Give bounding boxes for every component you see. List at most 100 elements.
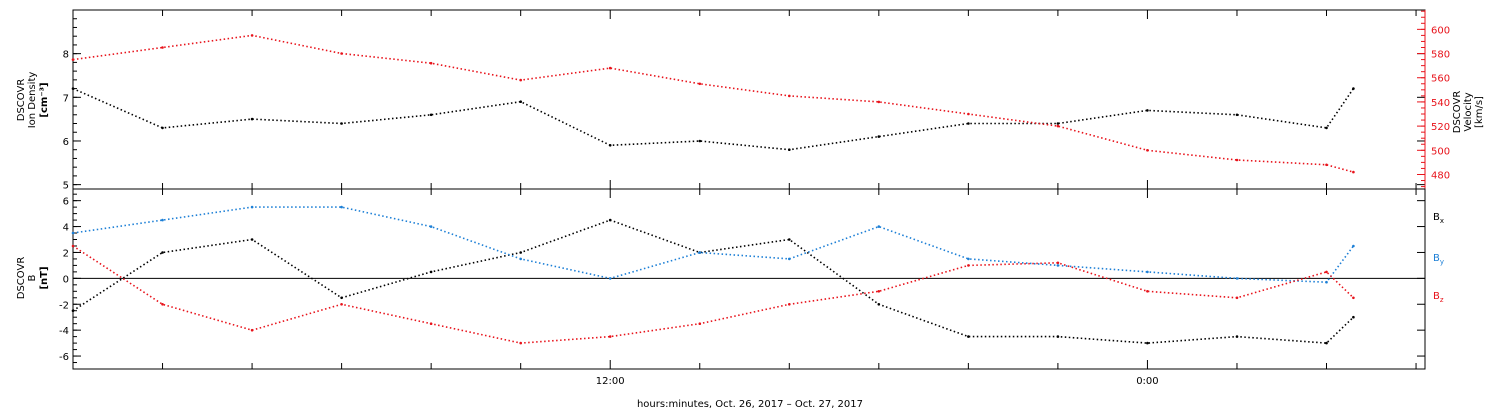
by-point <box>250 205 254 209</box>
density-point <box>250 117 254 121</box>
bx-point <box>1352 315 1355 319</box>
velocity-point <box>1056 124 1060 128</box>
field-tick-label: 4 <box>63 223 69 234</box>
time-tick-label: 0:00 <box>1136 376 1158 387</box>
density-point <box>698 139 702 143</box>
velocity-axis: 480 500 520 540 560 580 600 <box>1417 10 1450 189</box>
velocity-axis-label-line1: DSCOVR <box>1452 91 1463 134</box>
by-point <box>1235 277 1239 280</box>
bx-trace <box>72 219 1354 344</box>
bx-legend-subscript: x <box>1440 217 1444 225</box>
by-point <box>698 251 702 254</box>
density-point <box>1235 113 1239 117</box>
velocity-tick-label: 560 <box>1431 74 1450 85</box>
density-point <box>1146 109 1149 112</box>
field-axis: -6 -4 -2 0 2 4 6 <box>59 193 1425 370</box>
bx-point <box>608 218 612 222</box>
top-panel-series <box>71 34 1355 174</box>
bottom-panel-frame <box>72 188 1426 370</box>
velocity-point <box>1146 149 1149 152</box>
by-point <box>967 257 970 261</box>
density-point <box>788 148 791 151</box>
by-point <box>429 225 433 228</box>
time-tick-labels: 12:00 0:00 <box>596 376 1159 387</box>
by-point <box>1146 270 1149 274</box>
bz-legend-label: Bz <box>1433 291 1444 304</box>
bx-point <box>1235 335 1239 338</box>
field-axis-label-line1: DSCOVR <box>16 257 27 300</box>
density-axis-label-line1: DSCOVR <box>16 79 27 122</box>
velocity-point <box>698 82 702 86</box>
density-tick-label: 8 <box>63 50 69 61</box>
bz-point <box>877 290 881 293</box>
bz-point <box>519 341 522 345</box>
velocity-point <box>250 34 254 37</box>
bx-point <box>71 309 75 313</box>
bx-point <box>429 270 433 274</box>
field-tick-label: -4 <box>59 326 69 337</box>
bx-point <box>1325 341 1328 345</box>
velocity-point <box>340 52 343 55</box>
velocity-tick-label: 580 <box>1431 50 1450 61</box>
by-point <box>1352 244 1355 248</box>
velocity-point <box>608 66 612 70</box>
bz-point <box>71 244 75 248</box>
bottom-panel: -6 -4 -2 0 2 4 6 Bx By Bz DSCOVR B [nT] <box>16 188 1444 370</box>
top-panel-frame <box>72 9 1426 190</box>
density-tick-label: 5 <box>63 181 69 192</box>
velocity-trace <box>72 34 1354 173</box>
velocity-point <box>877 100 881 104</box>
bz-point <box>1056 261 1060 265</box>
velocity-tick-label: 520 <box>1431 122 1450 133</box>
by-point <box>71 231 75 235</box>
bz-point <box>1352 296 1355 300</box>
bx-point <box>1146 341 1149 345</box>
bz-point <box>1235 296 1239 300</box>
velocity-tick-label: 480 <box>1431 170 1450 181</box>
density-point <box>340 122 343 125</box>
bz-trace <box>72 245 1354 344</box>
density-point <box>967 122 970 125</box>
bz-point <box>1146 290 1149 293</box>
density-point <box>161 126 164 130</box>
bz-point <box>1325 270 1328 274</box>
velocity-point <box>788 94 791 98</box>
bottom-time-ticks <box>162 189 1417 369</box>
bx-point <box>967 335 970 338</box>
by-point <box>1325 280 1328 284</box>
field-tick-label: 6 <box>63 197 69 208</box>
field-tick-label: 2 <box>63 248 69 259</box>
bz-point <box>967 264 970 267</box>
bz-point <box>698 322 702 326</box>
velocity-point <box>429 61 433 65</box>
density-axis-label-units: [cm⁻³] <box>39 82 50 117</box>
top-panel: 5 6 7 8 480 500 520 540 560 580 600 DSCOVR Ion De… <box>16 9 1485 192</box>
bz-point <box>250 328 254 332</box>
density-point <box>1352 87 1355 90</box>
by-point <box>340 205 343 209</box>
velocity-axis-label-line2: Velocity <box>1463 92 1474 131</box>
density-point <box>429 113 433 117</box>
field-tick-label: -6 <box>59 352 69 363</box>
bz-point <box>788 303 791 306</box>
field-axis-label-units: [nT] <box>39 266 50 289</box>
by-point <box>877 225 881 228</box>
field-axis-label-line2: B <box>27 274 38 281</box>
velocity-point <box>1235 158 1239 162</box>
density-axis: 5 6 7 8 <box>63 9 1425 192</box>
velocity-point <box>1325 163 1328 167</box>
field-tick-label: -2 <box>59 300 69 311</box>
by-point <box>161 218 164 222</box>
bz-point <box>340 303 343 306</box>
by-trace <box>72 206 1355 284</box>
field-tick-label: 0 <box>63 274 69 285</box>
bz-point <box>161 303 164 306</box>
bz-legend-subscript: z <box>1440 296 1444 304</box>
velocity-axis-label-units: [km/s] <box>1474 96 1485 128</box>
by-point <box>1056 264 1060 267</box>
bx-point <box>161 251 164 254</box>
velocity-point <box>161 46 164 49</box>
density-point <box>71 87 75 90</box>
by-point <box>788 257 791 261</box>
density-tick-label: 7 <box>63 93 69 104</box>
